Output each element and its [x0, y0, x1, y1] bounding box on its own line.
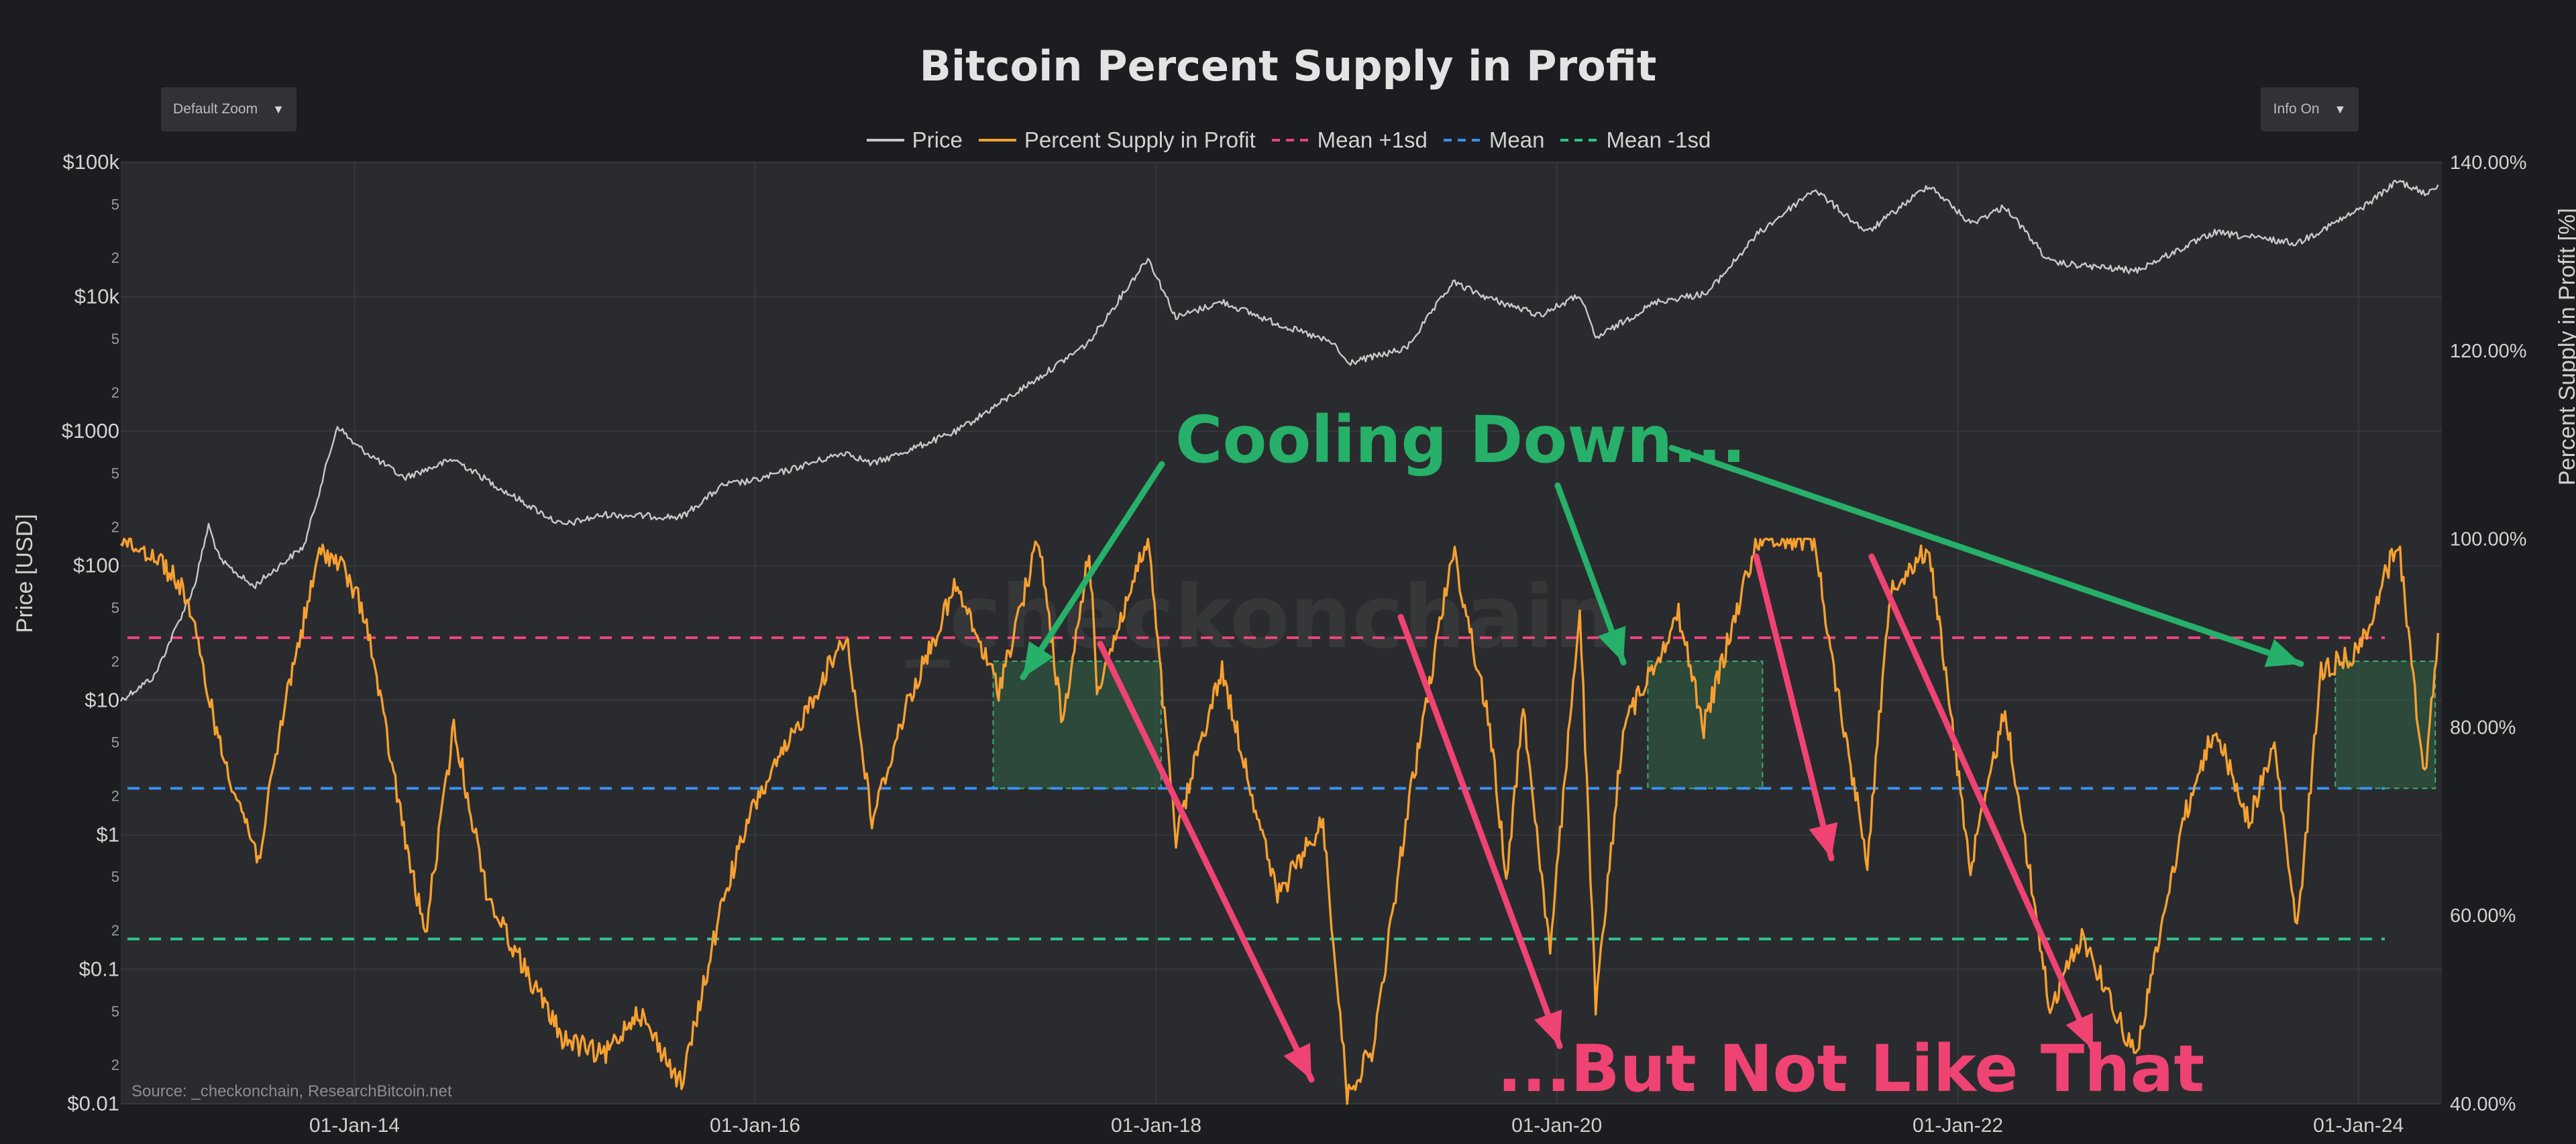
arrow-cooling-2-head — [1597, 626, 1626, 663]
y-right-tick-label: 80.00% — [2450, 717, 2516, 738]
y-left-tick-label: $100k — [63, 150, 120, 174]
annotation-not-like-that: ...But Not Like That — [1497, 1031, 2205, 1106]
x-tick-label: 01-Jan-24 — [2313, 1114, 2404, 1137]
legend-item[interactable]: Mean +1sd — [1271, 127, 1428, 153]
chart-legend: Price Percent Supply in Profit Mean +1sd Me… — [0, 127, 2576, 153]
legend-label: Mean -1sd — [1606, 127, 1711, 152]
caret-down-icon: ▼ — [272, 102, 284, 116]
legend-label: Mean +1sd — [1317, 127, 1428, 152]
x-tick-label: 01-Jan-20 — [1511, 1114, 1602, 1137]
mean-bands — [127, 636, 2385, 941]
legend-swatch — [1443, 139, 1481, 141]
x-tick-label: 01-Jan-16 — [710, 1114, 800, 1137]
legend-item[interactable]: Percent Supply in Profit — [977, 127, 1256, 153]
legend-label: Mean — [1489, 127, 1545, 152]
x-tick-label: 01-Jan-14 — [309, 1114, 400, 1137]
y-left-tick-label: 5 — [111, 465, 119, 482]
y-left-tick-label: 5 — [111, 1003, 119, 1020]
highlight-zone — [2334, 661, 2436, 789]
percent-supply-line — [119, 537, 2439, 1105]
y-left-tick-label: 2 — [111, 249, 119, 266]
y-left-tick-label: $1000 — [62, 419, 119, 443]
y-left-tick-label: 2 — [111, 787, 119, 804]
chart-title: Bitcoin Percent Supply in Profit — [919, 42, 1657, 91]
y-left-tick-label: 2 — [111, 518, 119, 535]
y-left-tick-label: 5 — [111, 599, 119, 616]
y-right-tick-label: 140.00% — [2450, 152, 2527, 174]
arrow-not-like-2-head — [1534, 1009, 1562, 1046]
x-tick-label: 01-Jan-18 — [1111, 1114, 1201, 1137]
arrow-cooling-1 — [1020, 461, 1165, 681]
plot-area — [121, 162, 2442, 1104]
y-left-tick-label: $10k — [74, 285, 120, 308]
y-left-tick-label: 5 — [111, 734, 119, 751]
y-left-tick-label: $0.01 — [67, 1092, 119, 1115]
zoom-dropdown[interactable]: Default Zoom ▼ — [161, 87, 297, 131]
caret-down-icon: ▼ — [2334, 102, 2347, 116]
annotation-cooling-down: Cooling Down... — [1175, 402, 1746, 477]
arrow-cooling-3 — [1668, 445, 2304, 667]
y-axis-right-title: Percent Supply in Profit [%] — [2555, 208, 2576, 485]
legend-swatch — [1560, 139, 1599, 141]
y-axis-left: $100k 5 2 $10k 5 2 $1000 5 2 $100 5 2 $10 5 2 $1 5 2 $0.1 5… — [62, 150, 120, 1115]
info-dropdown-value: Info On — [2273, 101, 2320, 117]
series-lines — [119, 180, 2439, 1105]
legend-item[interactable]: Mean -1sd — [1559, 127, 1711, 153]
y-right-tick-label: 40.00% — [2450, 1094, 2516, 1115]
grid-lines — [121, 162, 2442, 1104]
legend-item[interactable]: Price — [865, 127, 963, 153]
arrow-not-like-4-head — [2065, 1013, 2093, 1049]
y-left-tick-label: 2 — [111, 922, 119, 939]
y-left-tick-label: $1 — [97, 823, 119, 846]
y-left-tick-label: 2 — [111, 1057, 119, 1074]
y-left-tick-label: $10 — [85, 688, 119, 711]
y-axis-left-title: Price [USD] — [12, 514, 38, 633]
legend-swatch — [1271, 139, 1309, 141]
y-left-tick-label: 2 — [111, 653, 119, 670]
y-right-tick-label: 120.00% — [2450, 341, 2527, 362]
x-tick-label: 01-Jan-22 — [1913, 1114, 2003, 1137]
legend-item[interactable]: Mean — [1442, 127, 1545, 153]
y-right-tick-label: 60.00% — [2450, 905, 2516, 927]
arrow-not-like-2 — [1397, 614, 1563, 1049]
y-left-tick-label: 5 — [111, 868, 119, 885]
y-right-tick-label: 100.00% — [2450, 529, 2527, 551]
source-note: Source: _checkonchain, ResearchBitcoin.n… — [131, 1082, 452, 1100]
legend-swatch — [978, 139, 1016, 141]
legend-label: Percent Supply in Profit — [1024, 127, 1256, 152]
highlight-zone — [992, 661, 1162, 789]
y-axis-right: 140.00% 120.00% 100.00% 80.00% 60.00% 40.00% — [2450, 152, 2527, 1115]
arrow-cooling-1-head — [1023, 641, 1054, 677]
arrow-not-like-1 — [1097, 640, 1315, 1083]
arrow-not-like-4 — [1868, 553, 2096, 1053]
y-left-tick-label: 2 — [111, 384, 119, 401]
watermark: _checkonchain — [906, 566, 1616, 668]
arrow-cooling-3-head — [2264, 638, 2301, 667]
y-left-tick-label: 5 — [111, 331, 119, 347]
arrow-not-like-3 — [1753, 553, 1835, 862]
arrow-not-like-1-head — [1283, 1043, 1311, 1080]
info-dropdown[interactable]: Info On ▼ — [2261, 87, 2359, 131]
y-left-tick-label: 5 — [111, 196, 119, 213]
price-line — [119, 180, 2439, 702]
x-axis: 01-Jan-14 01-Jan-16 01-Jan-18 01-Jan-20 01-J… — [309, 1114, 2404, 1137]
y-left-tick-label: $0.1 — [79, 957, 119, 980]
legend-label: Price — [912, 127, 963, 152]
legend-swatch — [866, 139, 904, 141]
y-left-tick-label: $100 — [73, 554, 119, 577]
annotation-arrows — [1020, 445, 2304, 1083]
zoom-dropdown-value: Default Zoom — [173, 101, 258, 117]
arrow-not-like-3-head — [1809, 822, 1838, 858]
